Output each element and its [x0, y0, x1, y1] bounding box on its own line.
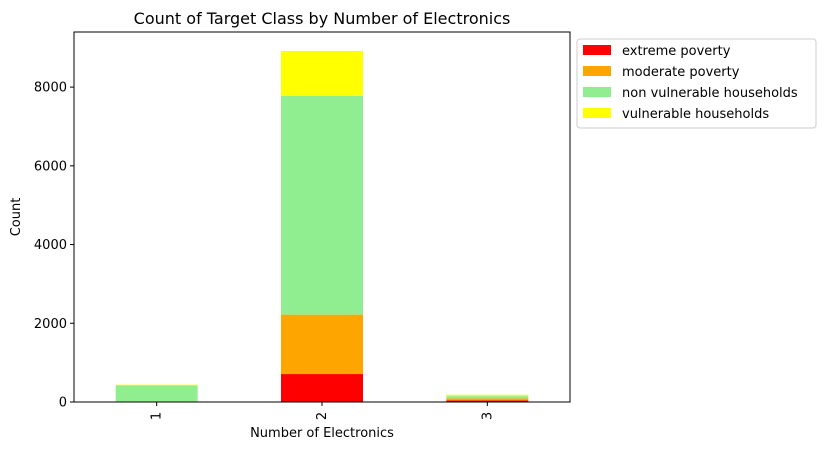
- plot-frame: [73, 31, 571, 403]
- legend-label: non vulnerable households: [622, 86, 798, 101]
- bar-2-series-1: [281, 314, 363, 375]
- plot-area: [115, 50, 529, 402]
- x-axis-label: Number of Electronics: [250, 426, 394, 441]
- legend-swatch: [583, 108, 611, 118]
- bar-2-series-2: [281, 95, 363, 315]
- bar-3-series-2: [446, 396, 529, 399]
- chart-title: Count of Target Class by Number of Elect…: [134, 9, 511, 28]
- y-tick-label: 0: [59, 396, 67, 411]
- bar-2-series-3: [281, 50, 363, 96]
- x-tick-label: 2: [315, 412, 330, 420]
- legend-swatch: [583, 45, 611, 55]
- bar-3-series-0: [446, 400, 529, 402]
- y-tick-label: 8000: [34, 81, 67, 96]
- x-tick-label: 1: [150, 412, 165, 420]
- bar-3-series-1: [446, 398, 529, 401]
- legend-label: vulnerable households: [622, 107, 769, 122]
- y-tick-label: 4000: [34, 238, 67, 253]
- y-tick-label: 6000: [34, 159, 67, 174]
- bar-3-series-3: [446, 394, 529, 397]
- legend-swatch: [583, 87, 611, 97]
- x-tick-label: 3: [480, 412, 495, 420]
- legend-frame: [576, 38, 817, 129]
- bar-1-series-3: [115, 384, 198, 386]
- legend: extreme poverty moderate poverty non vulne…: [576, 38, 817, 129]
- y-axis-label: Count: [9, 198, 24, 237]
- legend-swatch: [583, 66, 611, 76]
- bar-1-series-2: [115, 385, 198, 402]
- y-tick-label: 2000: [34, 317, 67, 332]
- legend-label: extreme poverty: [622, 44, 731, 59]
- legend-label: moderate poverty: [622, 65, 740, 80]
- bar-2-series-0: [281, 374, 363, 402]
